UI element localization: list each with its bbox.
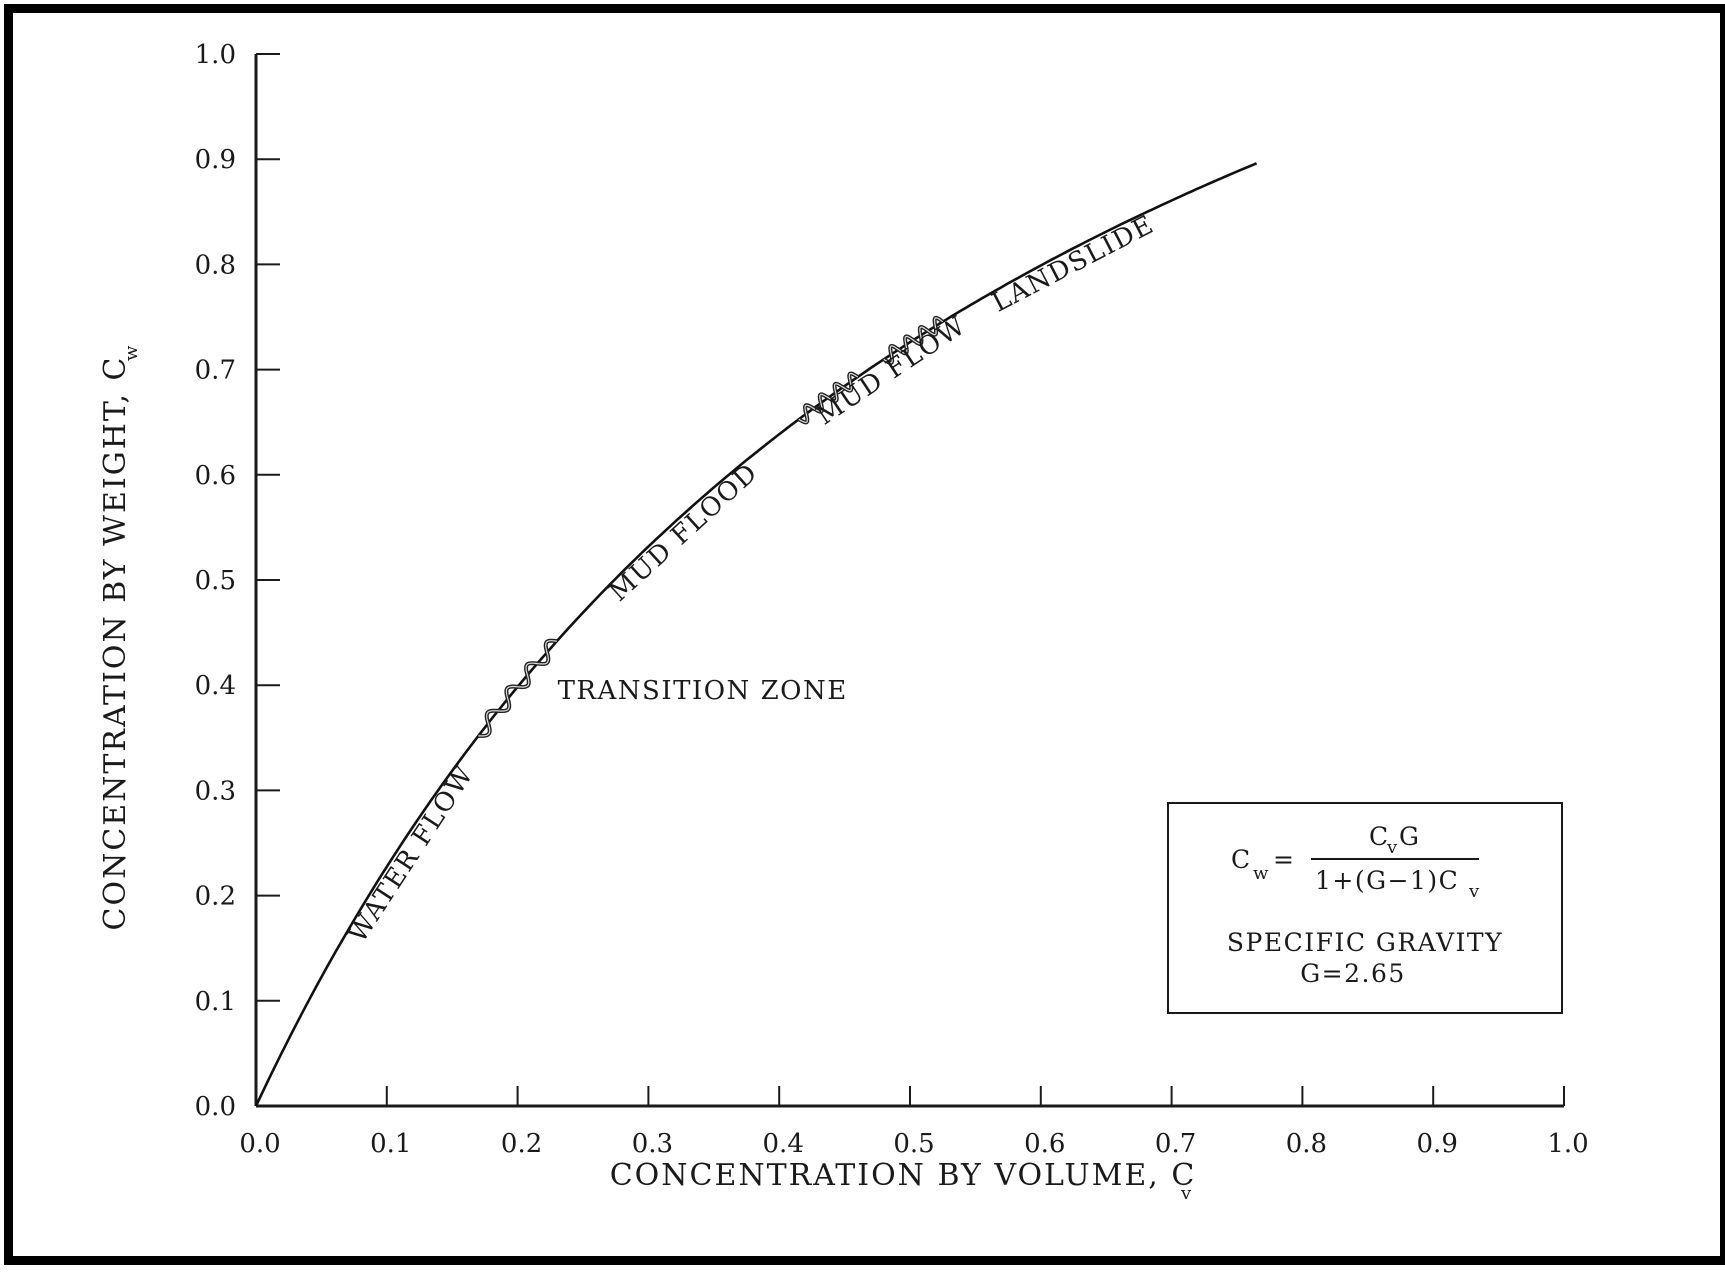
wavy-transition-highlight <box>798 372 859 424</box>
x-tick-label: 0.3 <box>632 1129 673 1159</box>
label-layer: WATER FLOW TRANSITION ZONE MUD FLOOD MUD FL… <box>343 210 1160 949</box>
equation-lhs-sub: w <box>1253 863 1269 884</box>
y-axis-label-group: CONCENTRATION BY WEIGHT, C w <box>98 345 142 930</box>
equation-numerator-sub: v <box>1386 837 1398 858</box>
x-tick-label: 0.1 <box>370 1129 411 1159</box>
x-tick-label: 0.6 <box>1024 1129 1065 1159</box>
y-axis-label-sub: w <box>121 345 142 361</box>
region-label-water-flow: WATER FLOW <box>343 760 481 948</box>
x-tick-label: 0.2 <box>501 1129 542 1159</box>
y-tick-label: 0.3 <box>195 776 236 806</box>
wavy-transition-highlight <box>883 317 944 364</box>
y-tick-label: 0.9 <box>195 145 236 175</box>
specific-gravity-value: G=2.65 <box>1300 959 1406 988</box>
x-tick-label: 0.0 <box>239 1129 280 1159</box>
region-label-mud-flow: MUD FLOW <box>811 311 972 432</box>
equation-lhs: C <box>1231 845 1252 874</box>
x-tick-label: 0.8 <box>1286 1129 1327 1159</box>
x-tick-label: 0.9 <box>1417 1129 1458 1159</box>
region-label-landslide: LANDSLIDE <box>987 210 1159 319</box>
x-tick-label: 0.7 <box>1155 1129 1196 1159</box>
equation-numerator: C <box>1369 822 1390 851</box>
x-axis-label: CONCENTRATION BY VOLUME, C <box>610 1158 1197 1193</box>
chart-frame: 0.0 0.1 0.2 0.3 0.4 0.5 0.6 0.7 0.8 0.9 1.0 0.0 0.1 0… <box>4 4 1725 1265</box>
y-tick-label: 0.0 <box>195 1092 236 1122</box>
concentration-chart: 0.0 0.1 0.2 0.3 0.4 0.5 0.6 0.7 0.8 0.9 1.0 0.0 0.1 0… <box>98 40 1589 1204</box>
concentration-curve <box>254 162 1258 1107</box>
equation-denominator-sub: v <box>1468 881 1480 902</box>
x-axis-label-sub: v <box>1180 1183 1192 1204</box>
y-tick-label: 0.7 <box>195 356 236 386</box>
x-tick-label: 0.4 <box>763 1129 804 1159</box>
y-tick-label: 0.6 <box>195 461 236 491</box>
y-tick-label: 0.1 <box>195 987 236 1017</box>
y-tick-label: 0.8 <box>195 250 236 280</box>
equation-equals: = <box>1273 845 1295 874</box>
y-tick-label: 0.4 <box>195 671 236 701</box>
y-tick-label: 0.2 <box>195 882 236 912</box>
equation-numerator-rest: G <box>1399 822 1420 851</box>
specific-gravity-label: SPECIFIC GRAVITY <box>1227 928 1503 957</box>
y-tick-label: 0.5 <box>195 566 236 596</box>
y-axis-label: CONCENTRATION BY WEIGHT, C <box>98 356 133 931</box>
x-tick-label: 1.0 <box>1547 1129 1588 1159</box>
equation-box <box>1167 802 1563 1014</box>
wavy-transition-highlight <box>478 640 557 737</box>
axes-layer: 0.0 0.1 0.2 0.3 0.4 0.5 0.6 0.7 0.8 0.9 1.0 0.0 0.1 0… <box>195 40 1589 1159</box>
x-tick-label: 0.5 <box>893 1129 934 1159</box>
region-label-mud-flood: MUD FLOOD <box>604 457 764 607</box>
region-label-transition-zone: TRANSITION ZONE <box>558 676 848 706</box>
y-tick-label: 1.0 <box>195 40 236 70</box>
equation-denominator: 1+(G−1)C <box>1315 866 1459 895</box>
curve-layer <box>254 162 1258 1107</box>
